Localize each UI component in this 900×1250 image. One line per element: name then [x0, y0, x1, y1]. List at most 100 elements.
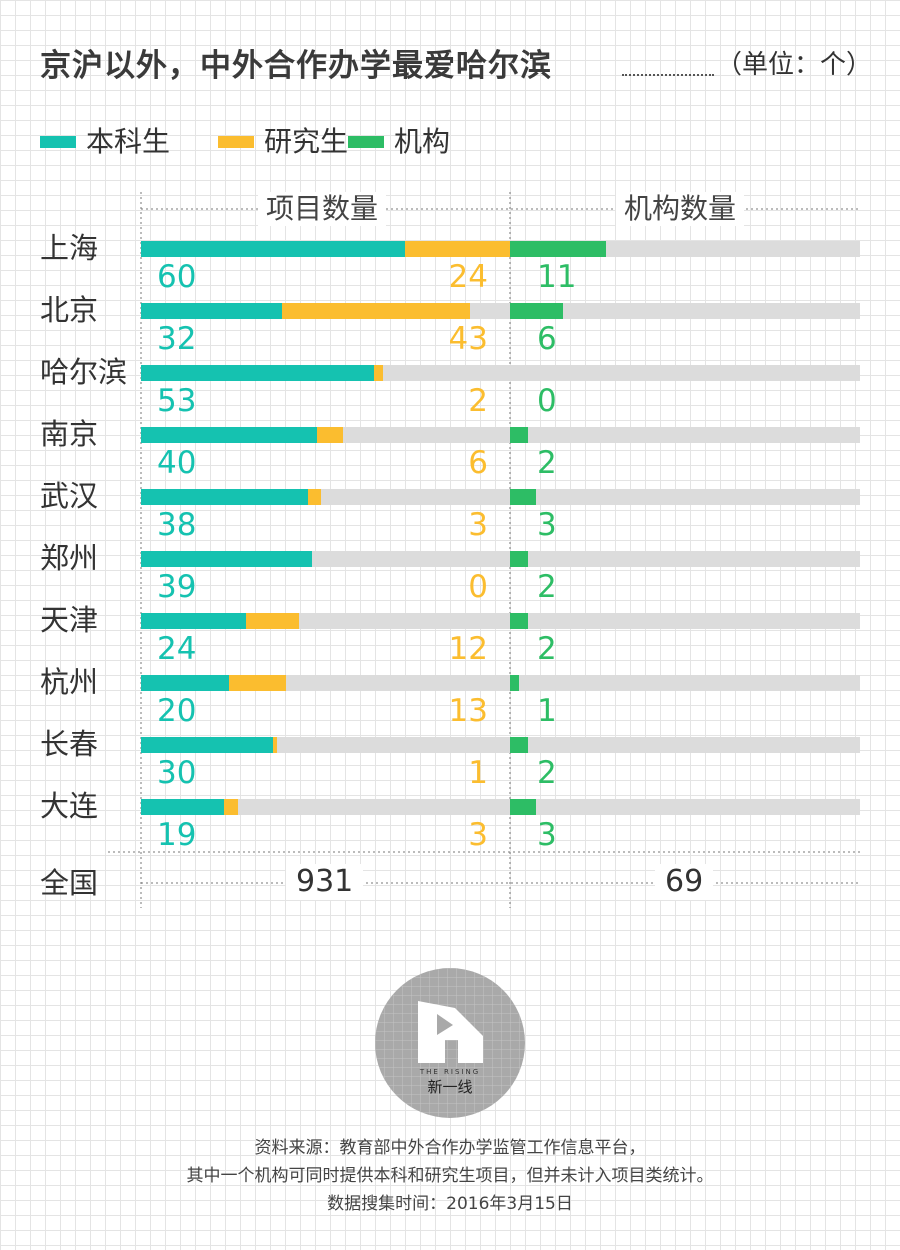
bar-grad	[224, 799, 238, 815]
value-grad: 43	[448, 321, 488, 357]
bar-undergrad	[141, 675, 229, 691]
institution-bar-track	[510, 489, 860, 505]
value-grad: 0	[468, 569, 488, 605]
project-bar-track	[141, 303, 510, 319]
institution-bar-track	[510, 551, 860, 567]
project-bar-track	[141, 737, 510, 753]
value-grad: 13	[448, 693, 488, 729]
project-bar-track	[141, 489, 510, 505]
value-undergrad: 24	[157, 631, 197, 667]
legend-label-grad: 研究生	[264, 125, 349, 158]
city-label: 郑州	[40, 541, 99, 575]
bar-grad	[281, 303, 471, 319]
value-undergrad: 39	[157, 569, 197, 605]
value-institution: 1	[537, 693, 557, 729]
bar-undergrad	[141, 365, 374, 381]
logo-text: 新一线	[427, 1078, 473, 1096]
city-label: 上海	[40, 231, 99, 265]
bar-undergrad	[141, 489, 308, 505]
bar-grad	[228, 675, 286, 691]
bar-undergrad	[141, 303, 282, 319]
value-grad: 24	[448, 259, 488, 295]
bar-institution	[510, 427, 528, 443]
city-label: 南京	[40, 417, 99, 451]
institution-bar-track	[510, 303, 860, 319]
legend-swatch-undergrad	[40, 136, 76, 148]
bar-grad	[404, 241, 510, 257]
bar-institution	[510, 799, 537, 815]
bar-undergrad	[141, 613, 247, 629]
value-undergrad: 32	[157, 321, 197, 357]
value-grad: 2	[468, 383, 488, 419]
bar-institution	[510, 737, 528, 753]
total-label: 全国	[40, 866, 99, 900]
bar-grad	[246, 613, 300, 629]
total-institutions: 69	[655, 864, 714, 900]
value-grad: 3	[468, 507, 488, 543]
bar-undergrad	[141, 427, 317, 443]
panel-header-projects: 项目数量	[258, 192, 387, 226]
logo: THE RISING 新一线	[375, 968, 525, 1118]
project-bar-track	[141, 241, 510, 257]
total-projects: 931	[286, 864, 364, 900]
value-institution: 2	[537, 755, 557, 791]
institution-bar-track	[510, 241, 860, 257]
project-bar-track	[141, 613, 510, 629]
source-line-1: 资料来源：教育部中外合作办学监管工作信息平台，	[254, 1138, 646, 1158]
unit-label: （单位：个）	[716, 50, 873, 80]
legend-swatch-grad	[218, 136, 254, 148]
chart-title: 京沪以外，中外合作办学最爱哈尔滨	[40, 48, 552, 84]
bar-undergrad	[141, 241, 405, 257]
city-label: 长春	[40, 727, 99, 761]
legend-swatch-institution	[348, 136, 384, 148]
value-grad: 6	[468, 445, 488, 481]
bar-institution	[510, 489, 537, 505]
source-line-2: 其中一个机构可同时提供本科和研究生项目，但并未计入项目类统计。	[186, 1166, 714, 1186]
project-bar-track	[141, 551, 510, 567]
city-label: 杭州	[40, 665, 99, 699]
city-label: 天津	[40, 603, 99, 637]
logo-badge-icon	[375, 968, 525, 1118]
value-institution: 2	[537, 445, 557, 481]
legend-label-undergrad: 本科生	[86, 125, 171, 158]
legend-label-institution: 机构	[394, 125, 451, 158]
institution-bar-track	[510, 675, 860, 691]
value-institution: 2	[537, 569, 557, 605]
value-undergrad: 30	[157, 755, 197, 791]
value-institution: 6	[537, 321, 557, 357]
title-leader	[622, 74, 714, 76]
project-bar-track	[141, 365, 510, 381]
value-undergrad: 40	[157, 445, 197, 481]
value-institution: 2	[537, 631, 557, 667]
institution-bar-track	[510, 799, 860, 815]
bar-grad	[272, 737, 278, 753]
project-bar-track	[141, 675, 510, 691]
value-institution: 3	[537, 507, 557, 543]
bar-undergrad	[141, 737, 273, 753]
institution-bar-track	[510, 737, 860, 753]
source-line-3: 数据搜集时间：2016年3月15日	[327, 1194, 573, 1214]
bar-institution	[510, 551, 528, 567]
bar-undergrad	[141, 799, 225, 815]
bar-institution	[510, 303, 563, 319]
bar-undergrad	[141, 551, 313, 567]
value-undergrad: 38	[157, 507, 197, 543]
city-label: 武汉	[40, 479, 99, 513]
value-grad: 3	[468, 817, 488, 853]
bar-institution	[510, 613, 528, 629]
bar-grad	[373, 365, 383, 381]
bar-institution	[510, 241, 607, 257]
logo-subtext: THE RISING	[419, 1068, 481, 1076]
city-label: 北京	[40, 293, 99, 327]
value-institution: 11	[537, 259, 577, 295]
institution-bar-track	[510, 365, 860, 381]
value-undergrad: 60	[157, 259, 197, 295]
value-institution: 3	[537, 817, 557, 853]
value-grad: 12	[448, 631, 488, 667]
institution-bar-track	[510, 427, 860, 443]
panel-header-institutions: 机构数量	[616, 192, 745, 226]
bar-institution	[510, 675, 519, 691]
city-label: 大连	[40, 789, 99, 823]
bar-grad	[307, 489, 322, 505]
